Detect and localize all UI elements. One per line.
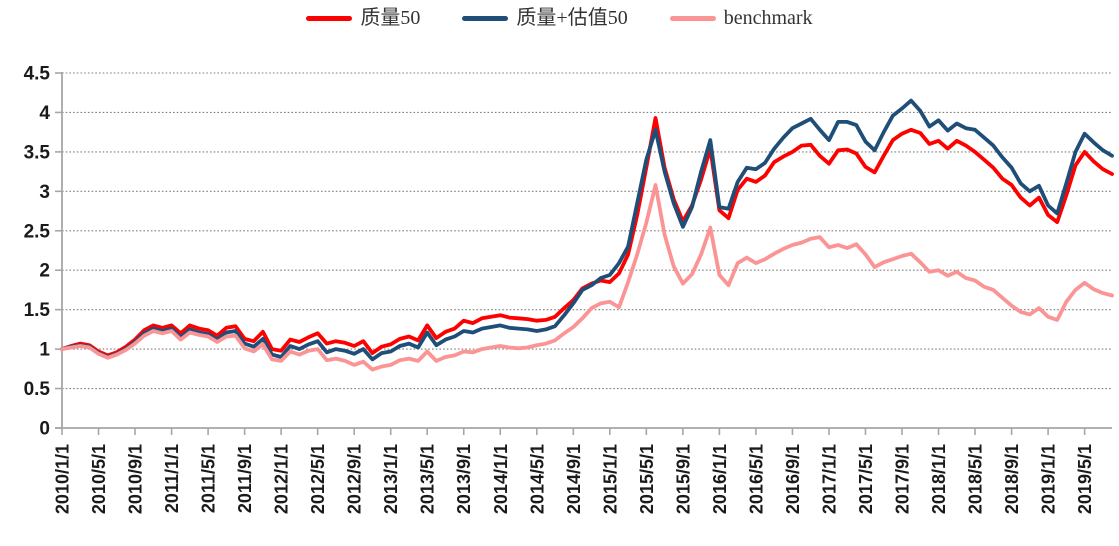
legend-swatch-quality-valuation50	[462, 15, 509, 21]
x-tick-label: 2017/9/1	[893, 444, 913, 514]
x-tick-label: 2017/1/1	[819, 444, 839, 514]
x-tick-label: 2015/5/1	[637, 444, 657, 514]
x-tick-label: 2011/9/1	[235, 444, 255, 513]
x-tick-label: 2013/9/1	[454, 444, 474, 514]
y-tick-label: 4	[39, 103, 50, 124]
legend-item-benchmark: benchmark	[669, 7, 813, 29]
x-tick-label: 2011/1/1	[162, 444, 182, 513]
x-tick-label: 2011/5/1	[199, 444, 219, 513]
legend-label-quality50: 质量50	[360, 7, 421, 29]
x-tick-label: 2010/5/1	[89, 444, 109, 514]
series-benchmark-line	[60, 183, 1114, 372]
x-tick-label: 2018/1/1	[929, 444, 949, 514]
y-tick-label: 4.5	[24, 64, 51, 85]
x-tick-label: 2017/5/1	[856, 444, 876, 514]
x-tick-label: 2012/1/1	[272, 444, 292, 514]
legend-swatch-quality50	[306, 15, 353, 21]
y-tick-label: 1	[39, 340, 50, 361]
x-tick-label: 2014/9/1	[564, 444, 584, 514]
legend-swatch-benchmark	[669, 15, 716, 21]
x-tick-label: 2013/5/1	[418, 444, 438, 514]
x-tick-label: 2013/1/1	[381, 444, 401, 514]
x-tick-label: 2014/5/1	[527, 444, 547, 514]
x-tick-label: 2015/9/1	[673, 444, 693, 514]
x-tick-label: 2016/5/1	[746, 444, 766, 514]
x-tick-label: 2012/5/1	[308, 444, 328, 514]
x-tick-label: 2018/9/1	[1002, 444, 1022, 514]
y-tick-label: 2.5	[24, 221, 51, 242]
y-tick-label: 0	[39, 419, 50, 440]
legend-label-quality-valuation50: 质量+估值50	[516, 7, 628, 29]
x-tick-label: 2019/5/1	[1075, 444, 1095, 514]
x-tick-label: 2016/9/1	[783, 444, 803, 514]
x-tick-label: 2010/1/1	[53, 444, 73, 514]
x-tick-label: 2019/1/1	[1039, 444, 1059, 514]
series-quality-valuation50-line	[60, 98, 1114, 362]
series-quality50-line	[60, 116, 1114, 358]
y-tick-label: 0.5	[24, 379, 51, 400]
legend-label-benchmark: benchmark	[723, 7, 813, 29]
y-tick-label: 2	[39, 261, 50, 282]
x-tick-label: 2016/1/1	[710, 444, 730, 514]
chart-legend: 质量50 质量+估值50 benchmark	[0, 8, 1119, 28]
y-tick-label: 1.5	[24, 300, 51, 321]
y-tick-label: 3	[39, 182, 50, 203]
x-tick-label: 2012/9/1	[345, 444, 365, 514]
x-tick-label: 2015/1/1	[600, 444, 620, 514]
x-tick-label: 2018/5/1	[966, 444, 986, 514]
x-tick-label: 2010/9/1	[126, 444, 146, 514]
x-tick-label: 2014/1/1	[491, 444, 511, 514]
legend-item-quality50: 质量50	[306, 8, 420, 28]
legend-item-quality-valuation50: 质量+估值50	[462, 7, 628, 29]
y-tick-label: 3.5	[24, 142, 51, 163]
